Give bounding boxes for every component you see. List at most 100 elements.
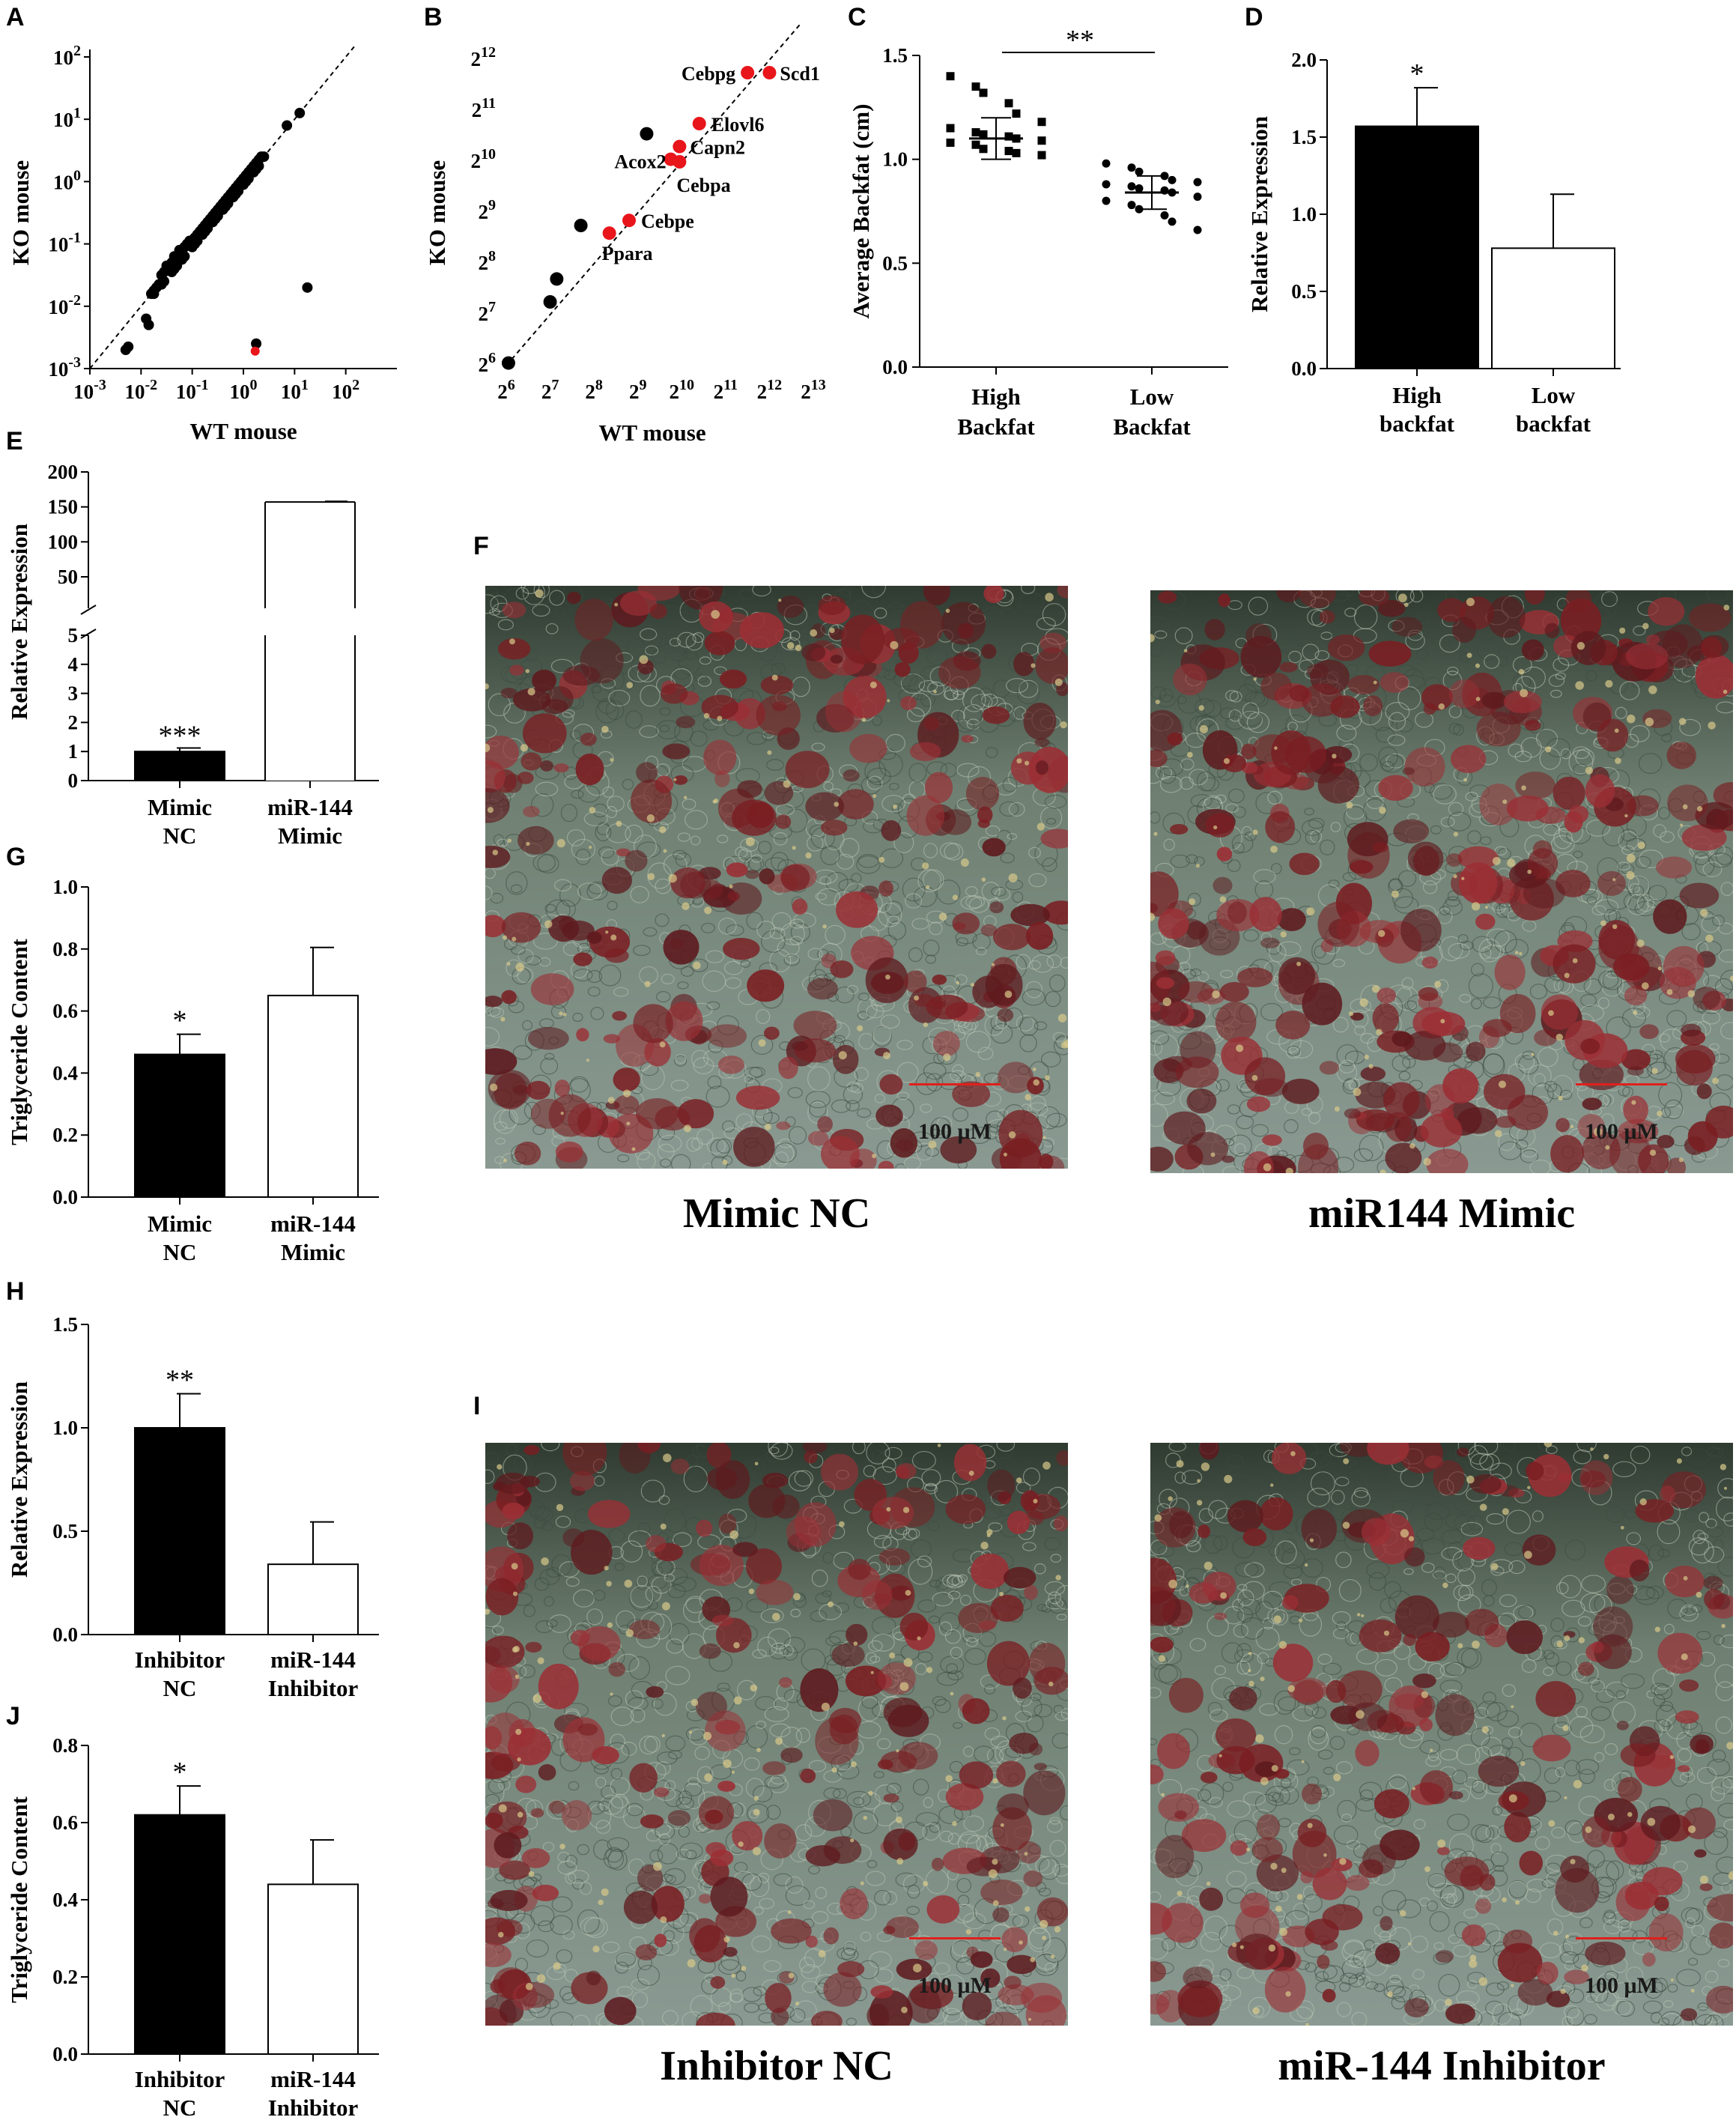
bright-spot	[1519, 951, 1523, 956]
cell-outline	[1591, 1706, 1611, 1721]
bright-spot	[644, 981, 651, 987]
lipid-droplet-cluster	[1260, 672, 1293, 701]
lipid-droplet-cluster	[663, 930, 699, 965]
cell-outline	[1573, 1954, 1589, 1969]
cell-outline	[1485, 1825, 1500, 1840]
bright-spot	[896, 1858, 904, 1865]
cell-outline	[652, 649, 667, 664]
cell-outline	[1045, 1597, 1063, 1610]
lipid-droplet-cluster	[540, 760, 553, 772]
cell-outline	[1439, 1748, 1458, 1761]
lipid-droplet-cluster	[739, 612, 784, 649]
cell-outline	[1309, 1726, 1328, 1745]
cell-outline	[932, 1696, 947, 1706]
cell-outline	[860, 1931, 872, 1942]
bright-spot	[1186, 751, 1193, 758]
cell-outline	[1713, 1539, 1724, 1550]
cell-outline	[1278, 1696, 1299, 1712]
cell-outline	[664, 1508, 687, 1533]
bright-spot	[1252, 829, 1258, 835]
lipid-droplet-cluster	[717, 1056, 744, 1074]
lipid-droplet-cluster	[762, 1472, 789, 1488]
cell-outline	[965, 1647, 986, 1665]
cell-outline	[1233, 1649, 1254, 1664]
y-tick-label: 0.5	[882, 252, 908, 274]
bright-spot	[606, 1581, 612, 1587]
cell-outline	[625, 1690, 644, 1708]
cell-outline	[1052, 1863, 1068, 1877]
cell-outline	[1657, 1519, 1681, 1545]
cell-outline	[610, 1706, 634, 1727]
lipid-droplet-cluster	[1023, 702, 1057, 740]
lipid-droplet-cluster	[732, 1820, 763, 1851]
lipid-droplet-cluster	[886, 1916, 919, 1939]
cell-outline	[950, 1647, 963, 1659]
lipid-droplet-cluster	[1301, 683, 1343, 717]
cell-outline	[669, 637, 681, 646]
lipid-droplet-cluster	[1421, 956, 1439, 969]
data-point	[946, 124, 955, 133]
cell-outline	[953, 690, 965, 700]
lipid-droplet-cluster	[830, 655, 843, 664]
cell-outline	[872, 1025, 891, 1044]
bright-spot	[703, 712, 710, 719]
bright-spot	[950, 1692, 954, 1696]
cell-outline	[680, 966, 694, 977]
data-point	[1102, 159, 1111, 168]
lipid-droplet-cluster	[998, 1984, 1034, 2005]
cell-outline	[1591, 905, 1606, 915]
bright-spot	[786, 642, 795, 649]
data-point	[251, 338, 262, 349]
cell-outline	[685, 1850, 697, 1860]
cell-outline	[903, 1157, 921, 1169]
lipid-droplet-cluster	[733, 1127, 775, 1167]
lipid-droplet-cluster	[1276, 590, 1301, 603]
lipid-droplet-cluster	[711, 1614, 734, 1627]
x-tick-label: 101	[281, 377, 309, 403]
cell-outline	[1380, 754, 1404, 773]
cell-outline	[1163, 838, 1175, 851]
lipid-droplet-cluster	[1420, 1113, 1463, 1148]
cell-outline	[1336, 1621, 1347, 1631]
cell-outline	[579, 1882, 592, 1895]
bright-spot	[783, 780, 791, 788]
cell-outline	[593, 1590, 606, 1602]
lipid-droplet-cluster	[785, 751, 830, 789]
cell-outline	[1615, 1690, 1626, 1700]
cell-outline	[637, 1964, 660, 1987]
cell-outline	[883, 669, 896, 681]
cell-outline	[696, 1128, 714, 1145]
bright-spot	[687, 1959, 696, 1968]
cell-outline	[603, 1848, 625, 1869]
cell-outline	[686, 1137, 700, 1152]
lipid-droplet-cluster	[1466, 1041, 1486, 1061]
cell-outline	[706, 1001, 720, 1011]
cell-outline	[593, 1763, 609, 1775]
cell-outline	[945, 1663, 959, 1674]
cell-outline	[729, 1993, 744, 2003]
data-point	[1168, 175, 1177, 184]
cell-outline	[783, 954, 800, 966]
lipid-droplet-cluster	[523, 1444, 540, 1456]
cell-outline	[1038, 1887, 1051, 1897]
cell-outline	[606, 805, 618, 819]
cell-outline	[1271, 862, 1282, 875]
cell-outline	[1170, 854, 1190, 868]
bright-spot	[810, 629, 818, 637]
cell-outline	[1337, 1799, 1357, 1821]
scale-label: 100 μM	[918, 1119, 992, 1144]
cell-outline	[1227, 788, 1245, 804]
lipid-droplet-cluster	[509, 664, 524, 676]
significance-label: ***	[159, 721, 201, 752]
cell-outline	[750, 1459, 766, 1475]
cell-outline	[1335, 1761, 1353, 1775]
cell-outline	[1550, 835, 1575, 854]
lipid-droplet-cluster	[637, 1443, 661, 1453]
cell-outline	[965, 895, 986, 909]
cell-outline	[1699, 1512, 1709, 1523]
cell-outline	[485, 1452, 499, 1466]
lipid-droplet-cluster	[1237, 967, 1273, 987]
cell-outline	[1606, 1505, 1625, 1523]
cell-outline	[580, 1916, 605, 1936]
cell-outline	[1209, 1796, 1223, 1808]
